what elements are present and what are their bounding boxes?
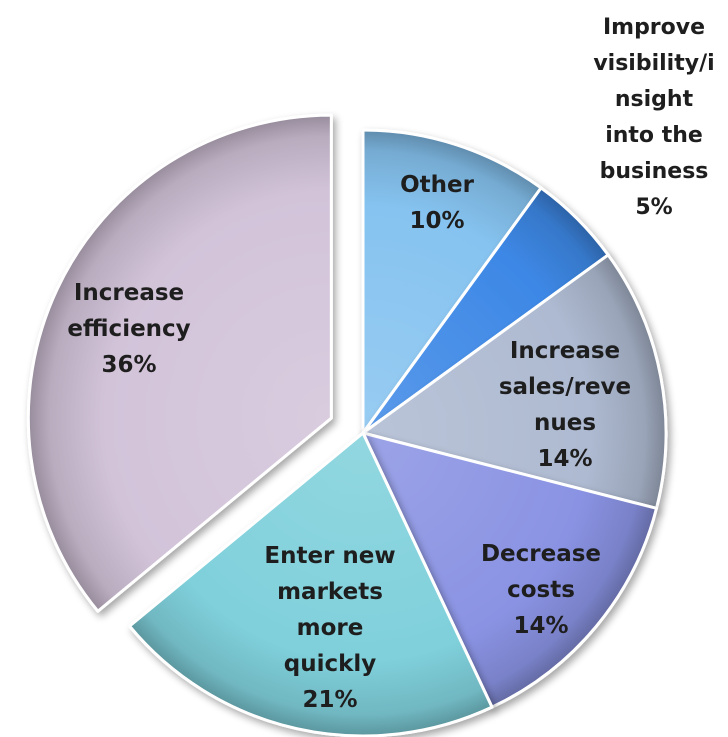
slice-label-decrease-costs: Decrease costs 14% xyxy=(481,541,601,639)
slice-value-label: 36% xyxy=(101,352,156,378)
slice-label-improve-visibility-insight-into-the-business: Improve visibility/i nsight into the busines… xyxy=(593,15,714,220)
slice-category-label: visibility/i xyxy=(593,51,714,76)
slice-value-label: 10% xyxy=(409,208,464,234)
pie-slice-other xyxy=(361,128,543,435)
slice-category-label: more xyxy=(297,615,364,641)
slice-label-increase-sales-revenues: Increase sales/reve nues 14% xyxy=(499,338,631,472)
slice-category-label: into the xyxy=(605,123,703,148)
slice-category-label: Enter new xyxy=(264,543,395,569)
slice-category-label: Other xyxy=(400,172,475,198)
pie-slices xyxy=(26,113,668,737)
slice-label-enter-new-markets-more-quickly: Enter new markets more quickly 21% xyxy=(264,543,395,713)
slice-category-label: Decrease xyxy=(481,541,601,567)
slice-category-label: business xyxy=(600,159,709,184)
slice-category-label: sales/reve xyxy=(499,374,631,400)
slice-label-other: Other 10% xyxy=(400,172,475,234)
slice-category-label: Improve xyxy=(603,15,705,40)
slice-value-label: 14% xyxy=(513,613,568,639)
slice-label-increase-efficiency: Increase efficiency 36% xyxy=(67,280,190,378)
slice-category-label: markets xyxy=(277,579,383,605)
pie-slice-decrease-costs xyxy=(361,431,658,709)
slice-value-label: 5% xyxy=(635,195,672,220)
slice-category-label: Increase xyxy=(74,280,184,306)
slice-value-label: 21% xyxy=(302,687,357,713)
slice-category-label: efficiency xyxy=(67,316,190,342)
slice-value-label: 14% xyxy=(537,446,592,472)
pie-slice-increase-efficiency xyxy=(26,113,333,613)
pie-slice-increase-sales-revenues xyxy=(361,253,668,510)
slice-category-label: nues xyxy=(534,410,596,436)
slice-category-label: quickly xyxy=(284,651,377,677)
slice-category-label: costs xyxy=(507,577,575,603)
pie-labels: Other 10% Improve visibility/i nsight into th… xyxy=(67,15,714,713)
slice-category-label: Increase xyxy=(510,338,620,364)
pie-slice-enter-new-markets-more-quickly xyxy=(128,431,494,737)
slice-category-label: nsight xyxy=(615,87,694,112)
